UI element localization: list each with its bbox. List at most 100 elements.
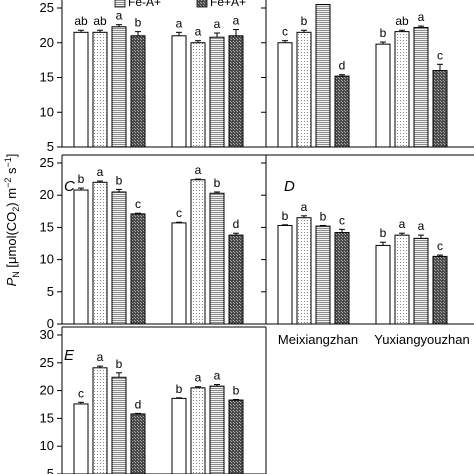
significance-letter: ab [74,14,88,28]
y-tick-label: 5 [47,284,54,299]
bar-lines [111,191,127,325]
y-tick-label: 15 [40,219,54,234]
bar-open [171,35,187,148]
y-tick-label: 25 [40,155,54,170]
significance-letter: b [214,176,221,190]
bar-cross [130,413,146,474]
bar-open [171,222,187,325]
y-tick-label: 0 [47,316,54,331]
bar-cross [334,75,350,148]
significance-letter: a [195,163,202,177]
bar-dots [92,181,108,325]
bar-open [73,31,89,148]
bar-open [277,42,293,148]
bar-lines [209,385,225,474]
significance-letter: c [437,239,443,253]
panel-label-e: E [64,347,75,364]
significance-letter: b [233,383,240,397]
significance-letter: b [320,209,327,223]
bar-lines [413,237,429,325]
category-label-yuxiangyouzhan: Yuxiangyouzhan [374,332,469,347]
bar-cross [432,70,448,148]
y-tick-label: 5 [47,139,54,154]
y-tick-label: 15 [40,70,54,85]
significance-letter: a [97,350,104,364]
bar-dots [296,31,312,148]
bar-cross [228,234,244,325]
significance-letter: a [97,165,104,179]
significance-letter: b [78,172,85,186]
significance-letter: b [116,173,123,187]
y-axis-title-units-prefix: [μmol(CO [4,212,19,272]
y-axis-title-units-s: s [4,167,19,178]
significance-letter: d [339,59,346,73]
y-tick-label: 25 [40,355,54,370]
significance-letter: a [301,200,308,214]
y-tick-label: 10 [40,438,54,453]
bar-cross [228,399,244,474]
bar-dots [190,42,206,148]
significance-letter: c [176,206,182,220]
legend-label-fe-minus-a-plus: Fe-A+ [128,0,161,9]
bar-lines [111,376,127,474]
category-label-meixiangzhan: Meixiangzhan [278,332,358,347]
significance-letter: a [195,25,202,39]
bar-cross [334,232,350,325]
y-tick-label: 10 [40,104,54,119]
significance-letter: b [301,14,308,28]
y-tick-label: 5 [47,466,54,474]
bar-open [171,397,187,474]
significance-letter: a [214,17,221,31]
y-tick-label: 10 [40,252,54,267]
legend-swatch-fe-minus-a-plus [114,0,126,8]
significance-letter: a [418,219,425,233]
bar-cross [130,213,146,325]
y-axis-title-sub: N [11,271,21,278]
bar-dots [92,367,108,474]
significance-letter: a [116,9,123,23]
significance-letter: c [282,25,288,39]
significance-letter: b [282,209,289,223]
y-axis-title-units-sup1: −2 [3,178,13,188]
bar-open [375,244,391,325]
bar-lines [111,26,127,148]
significance-letter: d [233,217,240,231]
legend: Fe-A+ Fe+A+ [114,0,246,9]
bar-dots [394,234,410,325]
significance-letter: a [399,217,406,231]
significance-letter: a [233,14,240,28]
bar-lines [209,36,225,148]
y-axis-title-units-sup2: −1 [3,157,13,167]
bar-cross [228,35,244,148]
bar-cross [130,35,146,148]
bar-open [277,224,293,325]
panel-label-c: C [64,178,75,195]
significance-letter: b [135,16,142,30]
legend-swatch-fe-plus-a-plus [196,0,208,8]
significance-letter: a [195,371,202,385]
bar-dots [190,387,206,474]
significance-letter: b [380,26,387,40]
y-tick-label: 20 [40,187,54,202]
significance-letter: ab [93,14,107,28]
bar-open [375,43,391,148]
significance-letter: c [135,197,141,211]
significance-letter: b [176,382,183,396]
bar-dots [92,31,108,148]
y-tick-label: 20 [40,383,54,398]
bar-dots [394,31,410,148]
bar-dots [190,179,206,325]
y-axis-title: PN [μmol(CO2) m−2 s−1] [3,154,21,287]
y-axis-title-units-sub: 2 [11,207,21,212]
y-axis-title-units-suffix: ] [4,154,19,158]
significance-letter: ab [395,14,409,28]
bar-lines [315,4,331,148]
bar-lines [413,26,429,148]
significance-letter: c [437,48,443,62]
